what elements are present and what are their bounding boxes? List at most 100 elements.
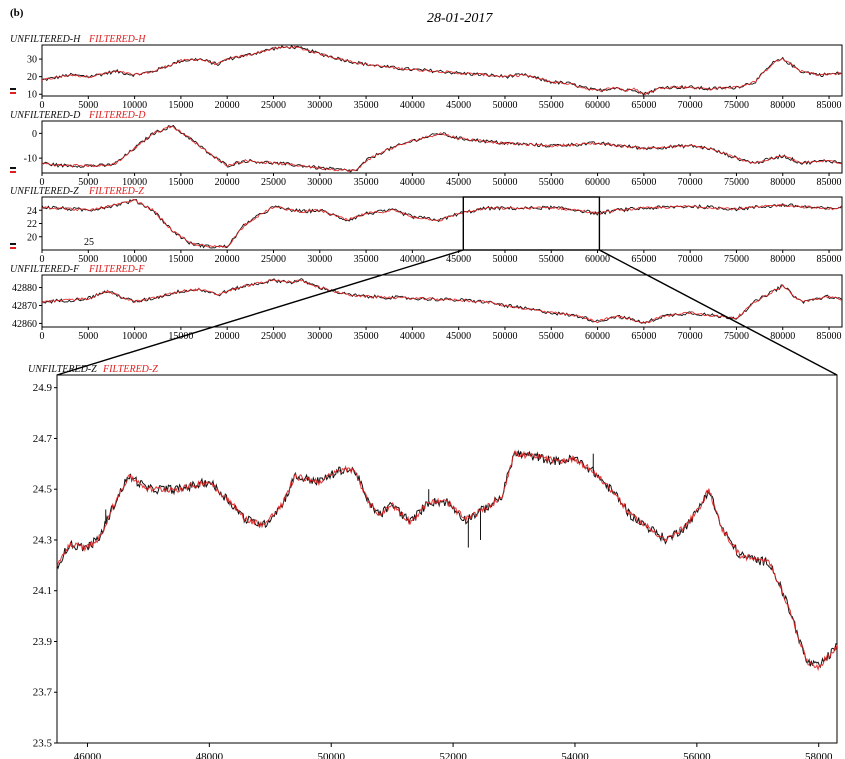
- series-unfiltered-z-zoom: [56, 449, 838, 669]
- x-tick-label: 0: [40, 254, 45, 265]
- plot-frame: [41, 196, 843, 251]
- x-tick-label: 75000: [724, 100, 749, 111]
- x-tick-label: 35000: [354, 254, 379, 265]
- legend-swatch-z: [10, 243, 16, 249]
- legend-unfiltered-z-zoom: UNFILTERED-Z: [28, 364, 97, 375]
- x-tick-label: 80000: [770, 177, 795, 188]
- y-tick-label: 24.3: [33, 534, 53, 546]
- x-tick-label: 70000: [678, 254, 703, 265]
- legend-unfiltered-h: UNFILTERED-H: [10, 34, 81, 45]
- x-tick-label: 30000: [307, 100, 332, 111]
- x-tick-label: 45000: [446, 254, 471, 265]
- y-tick-label: 0: [32, 129, 37, 140]
- x-tick-label: 0: [40, 100, 45, 111]
- x-tick-label: 40000: [400, 254, 425, 265]
- y-tick-label: 10: [27, 90, 37, 101]
- x-tick-label: 5000: [78, 331, 98, 342]
- x-tick-label: 15000: [168, 254, 193, 265]
- zoom-connector-right: [599, 249, 838, 376]
- x-tick-label: 20000: [215, 331, 240, 342]
- x-tick-label: 15000: [168, 100, 193, 111]
- series-unfiltered-d: [41, 124, 843, 173]
- zoom-connector-left: [56, 249, 464, 376]
- x-tick-label: 65000: [631, 254, 656, 265]
- legend-unfiltered-f: UNFILTERED-F: [10, 264, 80, 275]
- y-tick-label: 24.1: [33, 585, 52, 597]
- x-tick-label: 85000: [817, 254, 842, 265]
- x-tick-label: 80000: [770, 331, 795, 342]
- x-tick-label: 60000: [585, 331, 610, 342]
- x-tick-label: 45000: [446, 331, 471, 342]
- y-tick-label: 20: [27, 232, 37, 243]
- series-unfiltered-f: [41, 278, 843, 324]
- x-tick-label: 55000: [539, 331, 564, 342]
- x-tick-label: 10000: [122, 100, 147, 111]
- legend-unfiltered-z: UNFILTERED-Z: [10, 186, 79, 197]
- series-filtered-d: [41, 125, 843, 173]
- x-tick-label: 65000: [631, 100, 656, 111]
- series-filtered-h: [41, 45, 843, 96]
- y-tick-label: 22: [27, 219, 37, 230]
- x-tick-label: 48000: [196, 751, 224, 759]
- y-tick-label: 23.7: [33, 687, 53, 699]
- plot-z-zoom: 46000 48000 50000 52000 54000 56000 58000 23.5 2…: [33, 374, 838, 759]
- x-tick-label: 52000: [439, 751, 467, 759]
- x-tick-label: 55000: [539, 177, 564, 188]
- series-unfiltered-z: [41, 199, 843, 249]
- y-tick-label: 24.9: [33, 382, 53, 394]
- x-tick-label: 80000: [770, 254, 795, 265]
- plot-frame: [41, 44, 843, 97]
- x-tick-label: 50000: [492, 254, 517, 265]
- x-tick-label: 30000: [307, 254, 332, 265]
- x-tick-label: 60000: [585, 254, 610, 265]
- x-tick-label: 65000: [631, 177, 656, 188]
- x-tick-label: 5000: [78, 177, 98, 188]
- chart-z-zoom: UNFILTERED-Z FILTERED-Z: [28, 364, 158, 375]
- x-tick-label: 80000: [770, 100, 795, 111]
- y-tick-label: 24.7: [33, 433, 53, 445]
- y-tick-label: 30: [27, 55, 37, 66]
- x-tick-label: 85000: [817, 177, 842, 188]
- x-tick-label: 0: [40, 331, 45, 342]
- y-tick-label: -10: [24, 154, 37, 165]
- x-tick-label: 85000: [817, 331, 842, 342]
- x-tick-label: 35000: [354, 331, 379, 342]
- x-tick-label: 25000: [261, 100, 286, 111]
- x-tick-label: 55000: [539, 100, 564, 111]
- x-tick-label: 5000: [78, 100, 98, 111]
- y-tick-label: 23.5: [33, 738, 53, 750]
- x-tick-label: 85000: [817, 100, 842, 111]
- y-tick-label: 24.5: [33, 484, 53, 496]
- x-tick-label: 45000: [446, 100, 471, 111]
- x-tick-label: 46000: [74, 751, 102, 759]
- x-tick-label: 35000: [354, 177, 379, 188]
- x-tick-label: 45000: [446, 177, 471, 188]
- plot-frame: [56, 374, 838, 744]
- plot-layer: 0 5000 10000 15000 20000 25000 30000 35000 40000…: [12, 44, 843, 759]
- y-tick-label: 42870: [12, 301, 37, 312]
- x-tick-label: 54000: [561, 751, 589, 759]
- x-tick-label: 30000: [307, 177, 332, 188]
- x-tick-label: 5000: [78, 254, 98, 265]
- chart-d: UNFILTERED-D FILTERED-D: [10, 110, 146, 173]
- x-tick-label: 40000: [400, 331, 425, 342]
- chart-h: UNFILTERED-H FILTERED-H: [10, 34, 146, 94]
- legend-filtered-h: FILTERED-H: [88, 34, 146, 45]
- plot-frame: [41, 120, 843, 174]
- x-tick-label: 58000: [805, 751, 833, 759]
- x-tick-label: 75000: [724, 331, 749, 342]
- x-tick-label: 10000: [122, 254, 147, 265]
- y-tick-label: 42880: [12, 283, 37, 294]
- plot-d: 0 5000 10000 15000 20000 25000 30000 35000 40000…: [24, 120, 843, 188]
- panel-label: (b): [10, 7, 24, 19]
- x-tick-label: 55000: [539, 254, 564, 265]
- x-tick-label: 25000: [261, 177, 286, 188]
- x-tick-label: 15000: [168, 177, 193, 188]
- legend-swatch-h: [10, 88, 16, 94]
- x-tick-label: 20000: [215, 254, 240, 265]
- zoom-box: [462, 196, 601, 251]
- series-filtered-f: [41, 279, 843, 324]
- x-tick-label: 56000: [683, 751, 711, 759]
- x-tick-label: 0: [40, 177, 45, 188]
- legend-filtered-f: FILTERED-F: [88, 264, 145, 275]
